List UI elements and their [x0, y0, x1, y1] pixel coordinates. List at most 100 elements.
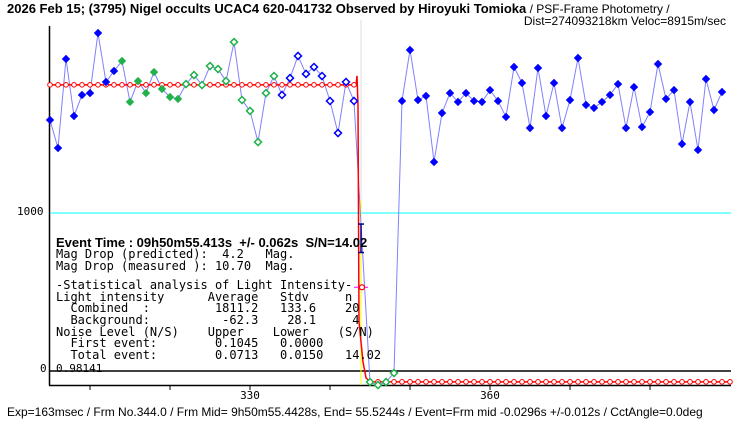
chart-title: 2026 Feb 15; (3795) Nigel occults UCAC4 … [7, 1, 670, 16]
model-point [487, 379, 493, 385]
model-point [151, 82, 157, 88]
model-point [111, 82, 117, 88]
model-point [543, 379, 549, 385]
model-point [631, 379, 637, 385]
model-point [79, 82, 85, 88]
model-point [527, 379, 533, 385]
model-point [319, 82, 325, 88]
model-point [239, 82, 245, 88]
model-point [255, 82, 261, 88]
model-point [455, 379, 461, 385]
model-point [71, 82, 77, 88]
data-point [373, 380, 383, 390]
data-point [429, 157, 439, 167]
data-point [573, 53, 583, 63]
model-point [671, 379, 677, 385]
statistics-panel: Event Time : 09h50m55.413s +/- 0.062s S/… [56, 236, 381, 361]
y-tick-label-1000: 1000 [17, 205, 44, 218]
model-point [95, 82, 101, 88]
model-point [167, 82, 173, 88]
data-point [437, 108, 447, 118]
zero-annotation: 0.98141 [56, 362, 103, 375]
data-point [629, 82, 639, 92]
data-point [301, 69, 311, 79]
model-point [575, 379, 581, 385]
data-point [549, 78, 559, 88]
data-point [277, 90, 287, 100]
data-point [413, 95, 423, 105]
model-point [727, 379, 733, 385]
model-point [663, 379, 669, 385]
data-point [157, 84, 167, 94]
model-point [231, 82, 237, 88]
data-point [453, 97, 463, 107]
data-point [133, 76, 143, 86]
data-point [669, 85, 679, 95]
model-point [407, 379, 413, 385]
model-point [679, 379, 685, 385]
model-point [391, 379, 397, 385]
footer-info: Exp=163msec / Frm No.344.0 / Frm Mid= 9h… [7, 405, 703, 419]
data-point [613, 79, 623, 89]
model-point [415, 379, 421, 385]
data-point [141, 88, 151, 98]
mag-drop-predicted: Mag Drop (predicted): 4.2 Mag. [56, 247, 295, 261]
data-point [485, 85, 495, 95]
data-point [701, 74, 711, 84]
data-point [693, 145, 703, 155]
data-point [229, 37, 239, 47]
x-tick-label-330: 330 [240, 389, 260, 402]
data-point [445, 88, 455, 98]
model-point [431, 379, 437, 385]
data-point [69, 111, 79, 121]
data-point [205, 61, 215, 71]
model-point [215, 82, 221, 88]
model-point [399, 379, 405, 385]
data-point [661, 94, 671, 104]
model-point [519, 379, 525, 385]
model-point [503, 379, 509, 385]
model-point [567, 379, 573, 385]
model-point [687, 379, 693, 385]
data-point [269, 71, 279, 81]
data-point [53, 143, 63, 153]
model-point [423, 379, 429, 385]
model-point [311, 82, 317, 88]
data-point [509, 62, 519, 72]
mag-drop-measured: Mag Drop (measured ): 10.70 Mag. [56, 258, 295, 273]
data-point [685, 97, 695, 107]
model-point [511, 379, 517, 385]
data-point [309, 62, 319, 72]
data-point [677, 139, 687, 149]
data-point [389, 368, 399, 378]
data-point [597, 97, 607, 107]
data-point [245, 106, 255, 116]
noise-row-first-event: First event: 0.1045 0.0000 [56, 336, 324, 351]
data-point [61, 54, 71, 64]
chart-subtitle: Dist=274093218km Veloc=8915m/sec [523, 14, 726, 28]
data-point [173, 94, 183, 104]
model-point [327, 82, 333, 88]
data-point [253, 137, 263, 147]
data-point [517, 78, 527, 88]
model-point [335, 82, 341, 88]
data-point [397, 96, 407, 106]
stat-analysis-heading: -Statistical analysis of Light Intensity… [56, 278, 353, 293]
model-point [551, 379, 557, 385]
data-point [149, 67, 159, 77]
model-point [271, 82, 277, 88]
model-point [607, 379, 613, 385]
model-point [351, 82, 357, 88]
data-point [349, 96, 359, 106]
y-tick-label-0: 0 [40, 362, 47, 375]
model-point [175, 82, 181, 88]
data-point [93, 28, 103, 38]
x-tick-label-360: 360 [480, 389, 500, 402]
model-point [295, 82, 301, 88]
data-point [221, 76, 231, 86]
model-point [599, 379, 605, 385]
model-point [655, 379, 661, 385]
model-point [447, 379, 453, 385]
data-point [109, 66, 119, 76]
